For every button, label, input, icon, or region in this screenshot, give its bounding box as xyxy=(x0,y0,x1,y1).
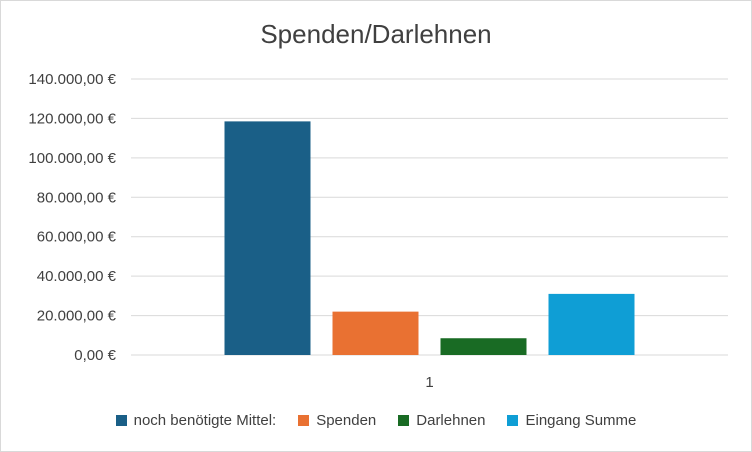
y-tick-label: 20.000,00 € xyxy=(37,308,117,325)
chart-title: Spenden/Darlehnen xyxy=(260,19,492,49)
legend-item: noch benötigte Mittel: xyxy=(115,412,277,429)
chart-legend: noch benötigte Mittel: Spenden Darlehnen Ei… xyxy=(1,412,751,429)
legend-label: Darlehnen xyxy=(416,412,486,429)
legend-swatch xyxy=(507,415,519,426)
bar-noch-benötigte-mittel xyxy=(224,121,311,355)
bar-eingang-summe xyxy=(548,293,635,355)
legend-label: Eingang Summe xyxy=(525,412,637,429)
x-category-label: 1 xyxy=(425,374,433,391)
y-tick-label: 80.000,00 € xyxy=(37,189,117,206)
y-tick-label: 140.000,00 € xyxy=(28,71,116,88)
y-tick-label: 60.000,00 € xyxy=(37,229,117,246)
legend-label: Spenden xyxy=(316,412,377,429)
y-tick-label: 100.000,00 € xyxy=(28,150,116,167)
legend-item: Spenden xyxy=(298,412,376,429)
y-tick-label: 120.000,00 € xyxy=(28,110,116,127)
bar-darlehnen xyxy=(440,338,527,355)
y-tick-label: 0,00 € xyxy=(74,347,116,364)
legend-swatch xyxy=(298,415,310,426)
bar-spenden xyxy=(332,311,419,355)
legend-label: noch benötigte Mittel: xyxy=(133,412,277,429)
legend-item: Eingang Summe xyxy=(507,412,636,429)
legend-item: Darlehnen xyxy=(398,412,485,429)
legend-swatch xyxy=(115,415,127,426)
legend-swatch xyxy=(398,415,410,426)
y-tick-label: 40.000,00 € xyxy=(37,268,117,285)
